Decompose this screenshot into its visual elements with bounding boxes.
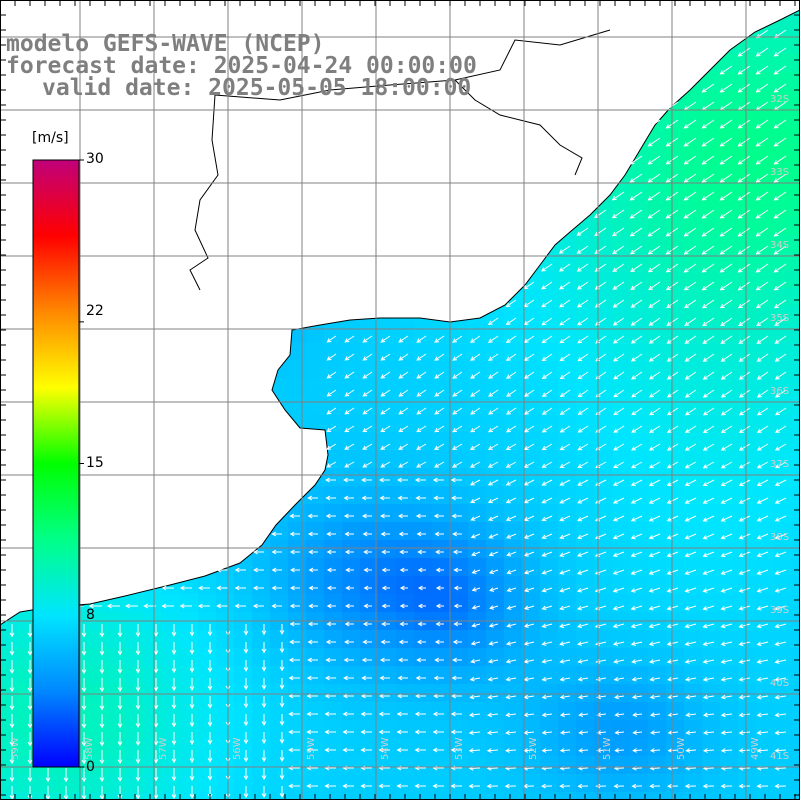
lon-label: 59W	[10, 737, 21, 760]
model-title: modelo GEFS-WAVE (NCEP)	[6, 31, 325, 57]
lat-label: 32S	[770, 94, 789, 105]
coastline	[0, 9, 800, 626]
land	[0, 0, 800, 625]
colorbar-tick-30: 30	[86, 151, 104, 167]
longitude-labels: 59W 58W 57W 56W 55W 54W 53W 52W 51W 50W 49W	[10, 737, 761, 760]
lon-label: 49W	[750, 737, 761, 760]
lon-label: 53W	[454, 737, 465, 760]
latitude-labels: 32S 33S 34S 35S 36S 37S 38S 39S 40S 41S	[770, 94, 789, 762]
lon-label: 56W	[232, 737, 243, 760]
lon-label: 52W	[528, 737, 539, 760]
lat-label: 34S	[770, 240, 789, 251]
lon-label: 58W	[84, 737, 95, 760]
lon-label: 51W	[602, 737, 613, 760]
valid-date: valid date: 2025-05-05 18:00:00	[42, 75, 472, 101]
colorbar-tick-15: 15	[86, 455, 104, 471]
lon-label: 50W	[676, 737, 687, 760]
lat-label: 36S	[770, 386, 789, 397]
colorbar	[32, 159, 84, 768]
forecast-date: forecast date: 2025-04-24 00:00:00	[6, 53, 477, 79]
lat-label: 40S	[770, 678, 789, 689]
lat-label: 41S	[770, 751, 789, 762]
border-line	[454, 79, 583, 176]
lat-label: 38S	[770, 532, 789, 543]
colorbar-tick-0: 0	[86, 759, 95, 775]
colorbar-tick-22: 22	[86, 303, 104, 319]
lat-label: 33S	[770, 167, 789, 178]
lon-label: 57W	[158, 737, 169, 760]
colorbar-tick-8: 8	[86, 607, 95, 623]
colorbar-unit: [m/s]	[32, 130, 69, 146]
lat-label: 35S	[770, 313, 789, 324]
border-line	[189, 94, 219, 291]
lat-label: 37S	[770, 459, 789, 470]
lat-label: 39S	[770, 605, 789, 616]
lon-label: 54W	[380, 737, 391, 760]
lon-label: 55W	[306, 737, 317, 760]
